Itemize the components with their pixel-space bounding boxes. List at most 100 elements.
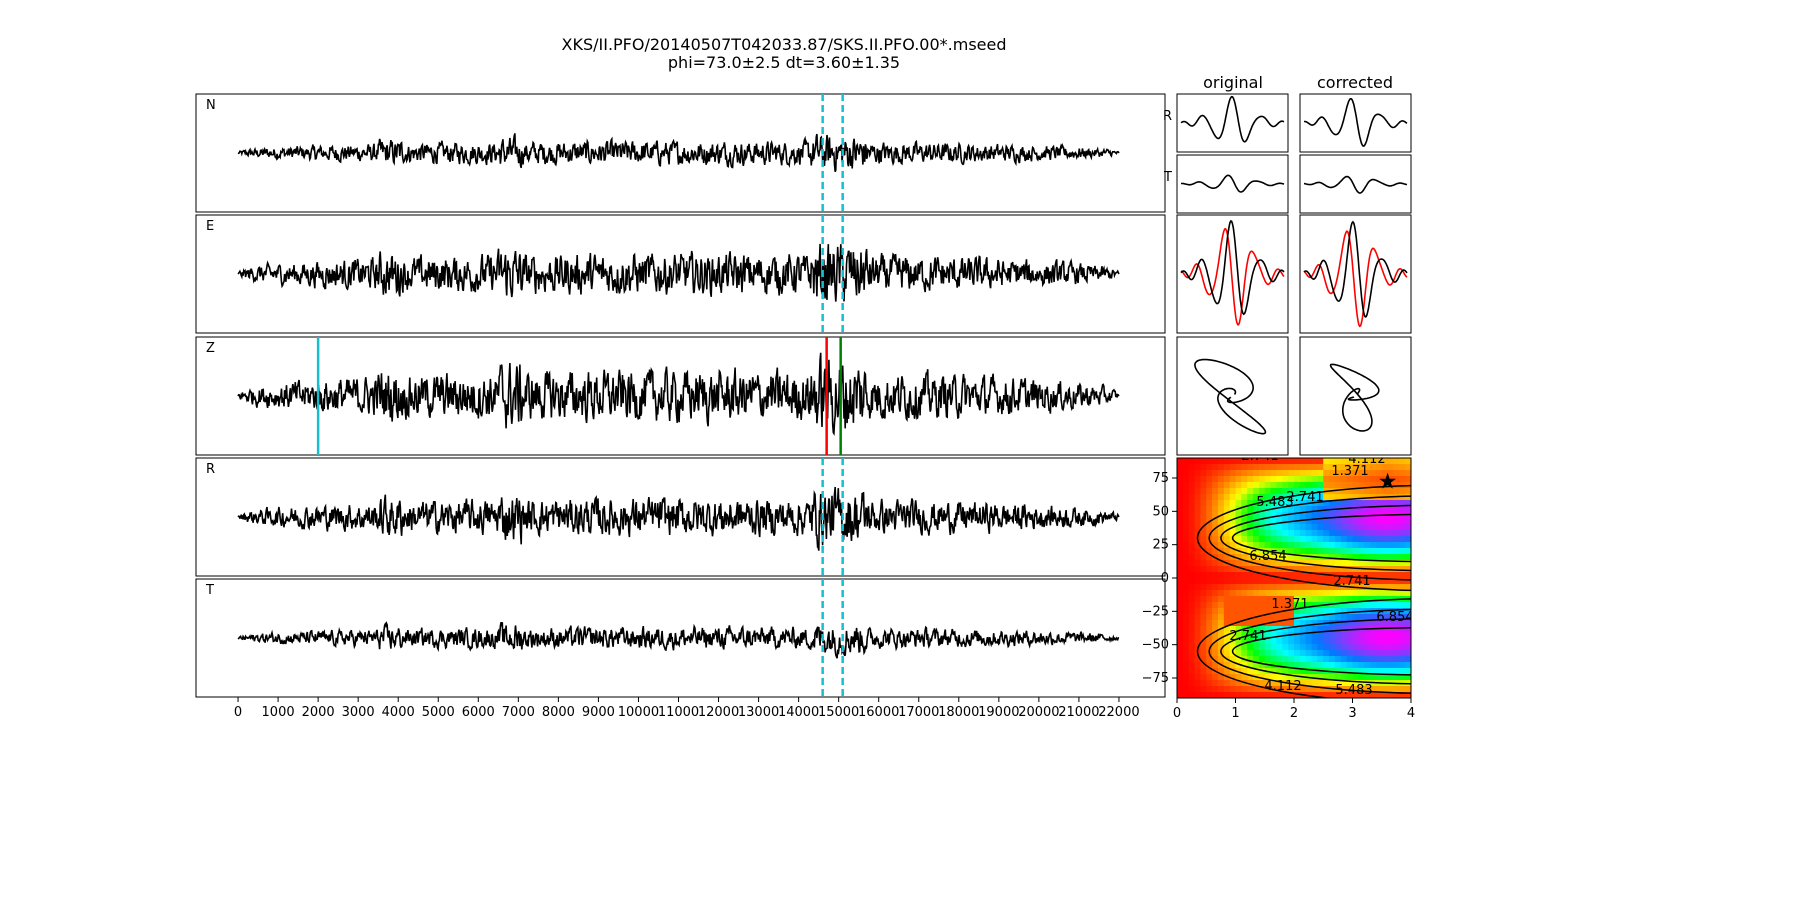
heat-cell	[1206, 470, 1213, 477]
heat-cell	[1253, 542, 1260, 549]
heat-cell	[1352, 596, 1359, 603]
heat-cell	[1247, 644, 1254, 651]
heat-cell	[1177, 626, 1184, 633]
heat-cell	[1282, 578, 1289, 585]
heat-cell	[1375, 614, 1383, 621]
waveform-line	[1303, 175, 1408, 194]
contour-label: 5.483	[1335, 683, 1372, 698]
heat-cell	[1381, 476, 1389, 483]
heat-cell	[1340, 680, 1348, 687]
heat-cell	[1206, 680, 1213, 687]
heat-cell	[1188, 584, 1196, 591]
heat-cell	[1375, 470, 1383, 477]
heat-cell	[1294, 494, 1301, 501]
heat-cell	[1235, 632, 1242, 639]
heat-cell	[1276, 476, 1283, 483]
heat-cell	[1288, 584, 1295, 591]
heat-cell	[1253, 566, 1260, 573]
heat-cell	[1217, 500, 1225, 507]
heat-cell	[1311, 668, 1318, 675]
heat-cell	[1399, 632, 1406, 639]
heat-cell	[1358, 572, 1365, 579]
heat-cell	[1358, 638, 1365, 645]
heat-cell	[1247, 554, 1254, 561]
heat-cell	[1317, 518, 1324, 525]
heat-cell	[1270, 548, 1278, 555]
heat-cell	[1352, 458, 1359, 465]
heat-cell	[1305, 572, 1313, 579]
heat-cell	[1200, 686, 1207, 693]
heat-cell	[1352, 560, 1359, 567]
heat-cell	[1182, 500, 1190, 507]
heat-cell	[1370, 572, 1377, 579]
heat-cell	[1270, 578, 1278, 585]
heat-cell	[1358, 500, 1365, 507]
heat-cell	[1264, 692, 1272, 698]
heat-cell	[1247, 620, 1254, 627]
heat-cell	[1329, 674, 1336, 681]
heat-cell	[1305, 482, 1313, 489]
heat-cell	[1223, 458, 1231, 465]
heat-cell	[1364, 644, 1371, 651]
heat-cell	[1340, 548, 1348, 555]
heat-cell	[1206, 512, 1213, 519]
heat-cell	[1399, 548, 1406, 555]
heat-cell	[1346, 554, 1354, 561]
heat-cell	[1235, 620, 1242, 627]
heat-cell	[1200, 596, 1207, 603]
heat-cell	[1200, 632, 1207, 639]
x-tick-label: 7000	[502, 705, 535, 720]
heat-cell	[1323, 512, 1330, 519]
heat-cell	[1364, 680, 1371, 687]
heat-cell	[1258, 656, 1266, 663]
heat-cell	[1358, 644, 1365, 651]
heat-cell	[1282, 638, 1289, 645]
heat-cell	[1305, 662, 1313, 669]
heat-cell	[1270, 656, 1278, 663]
heat-cell	[1370, 470, 1377, 477]
heat-cell	[1375, 674, 1383, 681]
grid-y-tick-label: −50	[1142, 638, 1169, 653]
heat-cell	[1370, 590, 1377, 597]
heat-cell	[1258, 500, 1266, 507]
heat-cell	[1247, 590, 1254, 597]
heat-cell	[1177, 536, 1184, 543]
heat-cell	[1358, 680, 1365, 687]
heat-cell	[1387, 524, 1395, 531]
heat-cell	[1282, 470, 1289, 477]
heat-cell	[1393, 464, 1400, 471]
heat-cell	[1264, 524, 1272, 531]
heat-cell	[1276, 692, 1283, 698]
heat-cell	[1334, 512, 1342, 519]
heat-cell	[1311, 620, 1318, 627]
heat-cell	[1317, 572, 1324, 579]
heat-cell	[1405, 470, 1411, 477]
heat-cell	[1258, 584, 1266, 591]
heat-cell	[1352, 524, 1359, 531]
heat-cell	[1405, 674, 1411, 681]
heat-cell	[1212, 512, 1219, 519]
heat-cell	[1229, 692, 1237, 698]
heat-cell	[1405, 650, 1411, 657]
heat-cell	[1370, 506, 1377, 513]
heat-cell	[1346, 650, 1354, 657]
heat-cell	[1253, 608, 1260, 615]
heat-cell	[1200, 590, 1207, 597]
heat-cell	[1405, 608, 1411, 615]
heat-cell	[1212, 476, 1219, 483]
heat-cell	[1241, 692, 1248, 698]
heat-cell	[1323, 692, 1330, 698]
x-tick-label: 20000	[1018, 705, 1059, 720]
heat-cell	[1299, 572, 1307, 579]
heat-cell	[1311, 470, 1318, 477]
heat-cell	[1182, 494, 1190, 501]
heat-cell	[1276, 488, 1283, 495]
heat-cell	[1317, 632, 1324, 639]
heat-cell	[1288, 662, 1295, 669]
heat-cell	[1241, 650, 1248, 657]
heat-cell	[1194, 590, 1201, 597]
heat-cell	[1188, 500, 1196, 507]
heat-cell	[1223, 578, 1231, 585]
heat-cell	[1258, 560, 1266, 567]
